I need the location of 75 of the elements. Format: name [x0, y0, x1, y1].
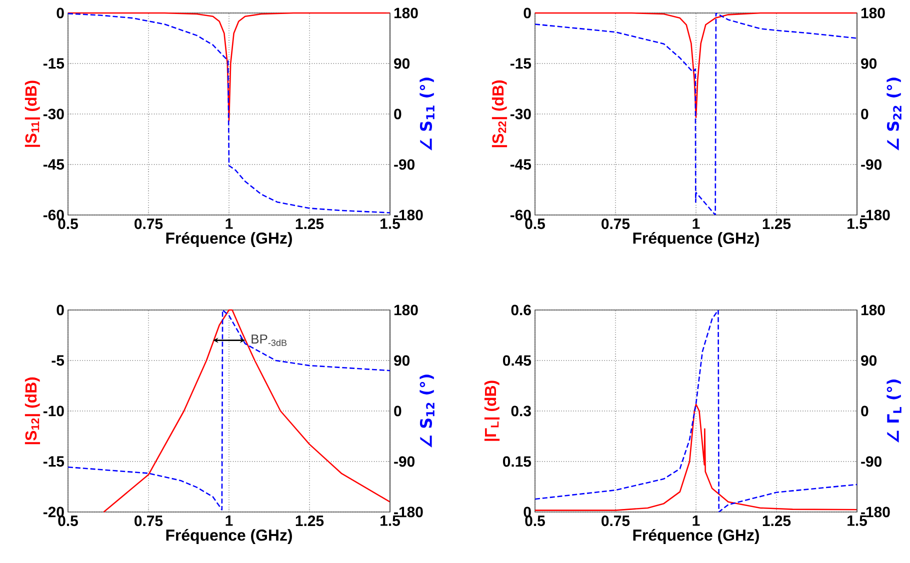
x-tick-label: 1.5 [848, 218, 867, 229]
x-tick-label: 0.5 [58, 516, 78, 526]
y-tick-label: 0.3 [511, 406, 531, 416]
y-tick-label: 0 [56, 304, 64, 316]
y2-tick-label: -90 [861, 456, 882, 467]
x-tick-label: 1 [692, 516, 700, 526]
y2-tick-label: 90 [861, 355, 877, 366]
x-tick-label: 0.5 [525, 516, 545, 526]
line-series [68, 12, 390, 214]
line-series [535, 310, 858, 512]
x-tick-label: 0.5 [58, 218, 78, 230]
y2-tick-label: 90 [394, 58, 410, 69]
y-axis-title: |Γ$_{L}$| (dB) [484, 380, 500, 441]
y-tick-label: -15 [43, 456, 64, 467]
y-tick-label: -60 [43, 210, 64, 220]
x-axis-title: Fréquence (GHz) [166, 232, 292, 247]
x-axis-title: Fréquence (GHz) [166, 528, 292, 544]
x-tick-label: 1 [226, 516, 233, 526]
x-tick-label: 0.75 [134, 516, 163, 526]
y-tick-label: 0 [524, 8, 531, 18]
x-axis-title: Fréquence (GHz) [633, 232, 759, 247]
y2-axis-title: ∠ S$_{12}$ (°) [420, 374, 434, 448]
y2-axis-title: ∠ S$_{11}$ (°) [420, 78, 434, 150]
x-tick-label: 1.25 [296, 218, 324, 230]
y-tick-label: -15 [43, 58, 64, 69]
y2-tick-label: 0 [861, 108, 868, 120]
y-tick-label: 0.15 [502, 456, 532, 467]
annotation: BP$_{-3dB}$ [252, 334, 287, 346]
x-tick-label: 1 [692, 218, 700, 229]
y-tick-label: 0.6 [511, 304, 531, 316]
y-tick-label: -30 [510, 108, 531, 120]
y2-tick-label: 90 [861, 58, 877, 69]
y2-tick-label: -180 [861, 210, 890, 220]
y2-tick-label: 180 [394, 304, 418, 316]
y2-tick-label: 0 [394, 108, 402, 120]
x-tick-label: 0.75 [134, 218, 163, 230]
x-tick-label: 0.75 [602, 218, 630, 230]
x-tick-label: 0.75 [602, 516, 630, 526]
y2-axis-title: ∠ S$_{22}$ (°) [886, 78, 902, 150]
y2-axis-title: ∠ Γ$_{L}$ (°) [886, 380, 902, 443]
y-tick-label: -10 [43, 406, 64, 416]
y-tick-label: -45 [510, 159, 532, 170]
x-tick-label: 1 [226, 218, 233, 229]
y2-tick-label: -180 [394, 210, 423, 220]
y2-tick-label: 0 [394, 406, 402, 416]
x-tick-label: 1.5 [848, 516, 867, 526]
x-tick-label: 1.25 [762, 516, 791, 526]
y2-tick-label: -180 [394, 506, 423, 518]
y-tick-label: -5 [52, 355, 64, 366]
y2-tick-label: 180 [394, 8, 418, 18]
y-tick-label: -20 [43, 506, 64, 518]
y-axis-title: |S$_{22}$| (dB) [492, 80, 508, 148]
y2-tick-label: -180 [861, 506, 890, 518]
y-tick-label: -15 [510, 58, 532, 69]
y2-tick-label: 0 [861, 406, 868, 416]
y-tick-label: -60 [510, 210, 531, 220]
y-tick-label: -45 [43, 159, 64, 170]
x-tick-label: 1.5 [380, 218, 400, 229]
x-tick-label: 1.25 [296, 516, 324, 526]
y2-tick-label: 180 [861, 304, 885, 316]
x-tick-label: 0.5 [525, 218, 545, 230]
x-axis-title: Fréquence (GHz) [633, 528, 759, 544]
y2-tick-label: 180 [861, 8, 885, 18]
y-tick-label: -30 [43, 108, 64, 120]
y2-tick-label: -90 [861, 159, 882, 170]
x-tick-label: 1.5 [380, 516, 400, 526]
y-axis-title: |S$_{12}$| (dB) [24, 377, 40, 444]
y-tick-label: 0.45 [502, 355, 532, 366]
y2-tick-label: -90 [394, 159, 414, 170]
y2-tick-label: -90 [394, 456, 414, 467]
y2-tick-label: 90 [394, 355, 410, 366]
y-axis-title: |S$_{11}$| (dB) [24, 80, 40, 147]
line-series [535, 12, 858, 215]
y-tick-label: 0 [56, 8, 64, 18]
x-tick-label: 1.25 [762, 218, 791, 230]
